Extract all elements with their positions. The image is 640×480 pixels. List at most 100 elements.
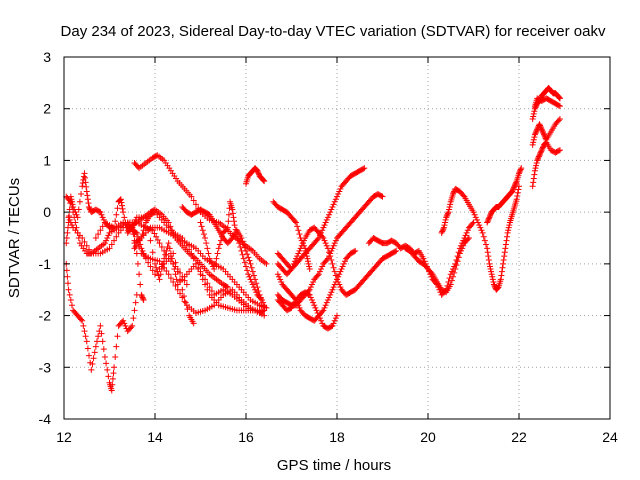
series-arc-8 <box>131 224 270 311</box>
data-point <box>86 352 93 359</box>
data-point <box>509 188 516 195</box>
data-point <box>485 256 492 263</box>
data-point <box>202 235 209 241</box>
data-point <box>312 304 319 311</box>
data-point <box>106 245 113 252</box>
data-point <box>133 291 140 298</box>
data-point <box>128 324 135 331</box>
data-point <box>161 255 168 262</box>
data-point <box>82 174 89 181</box>
data-point <box>512 180 519 187</box>
data-point <box>501 253 508 260</box>
data-point <box>132 299 139 306</box>
data-point <box>212 260 219 267</box>
x-tick-label: 20 <box>420 429 436 445</box>
data-point <box>169 255 176 262</box>
data-point <box>231 222 238 229</box>
data-point <box>89 361 96 368</box>
data-point <box>253 280 260 287</box>
data-point <box>321 237 328 244</box>
data-point <box>76 198 83 205</box>
data-point <box>81 238 88 245</box>
data-point <box>103 237 110 244</box>
data-point <box>442 219 449 226</box>
series-arc-5 <box>92 219 268 316</box>
data-point <box>322 240 329 247</box>
data-point <box>510 184 517 191</box>
data-point <box>530 113 537 120</box>
data-point <box>79 317 86 324</box>
data-point <box>188 193 195 200</box>
data-point <box>183 281 190 288</box>
data-point <box>156 276 163 283</box>
data-point <box>320 224 327 231</box>
data-point <box>297 245 304 252</box>
data-point <box>80 173 87 180</box>
data-point <box>510 185 517 192</box>
data-point <box>217 237 224 244</box>
data-point <box>538 125 545 132</box>
data-point <box>481 237 488 244</box>
data-point <box>298 242 305 249</box>
data-point <box>287 267 294 274</box>
data-point <box>517 167 524 174</box>
data-point <box>340 260 347 267</box>
data-point <box>531 131 538 138</box>
data-point <box>479 229 486 236</box>
data-point <box>440 225 447 232</box>
data-point <box>153 233 160 240</box>
series-arc-4 <box>65 214 197 327</box>
data-point <box>469 220 476 227</box>
data-point <box>97 227 104 234</box>
series-arc-21 <box>402 235 472 296</box>
x-tick-label: 12 <box>56 429 72 445</box>
data-point <box>202 281 209 288</box>
data-point <box>337 268 344 275</box>
data-point <box>484 249 491 256</box>
data-point <box>304 258 311 265</box>
data-point <box>117 196 124 203</box>
data-point <box>247 276 254 283</box>
data-point <box>443 213 450 220</box>
data-point <box>444 211 451 218</box>
data-point <box>296 247 303 254</box>
data-point <box>240 241 247 248</box>
data-point <box>536 121 543 128</box>
data-point <box>290 260 297 267</box>
data-point <box>150 207 157 214</box>
data-point <box>101 353 108 360</box>
data-point <box>315 271 322 278</box>
data-point <box>199 227 206 234</box>
y-tick-label: 0 <box>43 204 51 220</box>
data-point <box>204 286 211 293</box>
data-point <box>100 216 107 223</box>
data-point <box>120 209 127 216</box>
data-point <box>84 192 91 199</box>
data-point <box>65 286 72 293</box>
data-point <box>420 255 427 262</box>
data-point <box>438 229 445 236</box>
data-point <box>336 188 343 195</box>
data-point <box>156 240 163 247</box>
data-point <box>190 320 197 327</box>
data-point <box>96 208 103 215</box>
data-point <box>295 250 302 257</box>
series-arc-13 <box>243 165 268 187</box>
data-point <box>471 211 478 218</box>
data-point <box>465 235 472 241</box>
data-point <box>533 162 540 169</box>
data-point <box>172 271 179 278</box>
data-point <box>533 128 540 135</box>
data-point <box>197 219 204 226</box>
data-point <box>316 268 323 275</box>
data-point <box>203 240 210 247</box>
data-point <box>79 183 86 190</box>
data-point <box>514 192 521 199</box>
data-point <box>98 330 105 337</box>
data-point <box>328 206 335 213</box>
data-point <box>244 267 251 274</box>
data-point <box>114 333 121 340</box>
data-point <box>327 291 334 298</box>
data-point <box>105 373 112 380</box>
data-point <box>532 130 539 137</box>
